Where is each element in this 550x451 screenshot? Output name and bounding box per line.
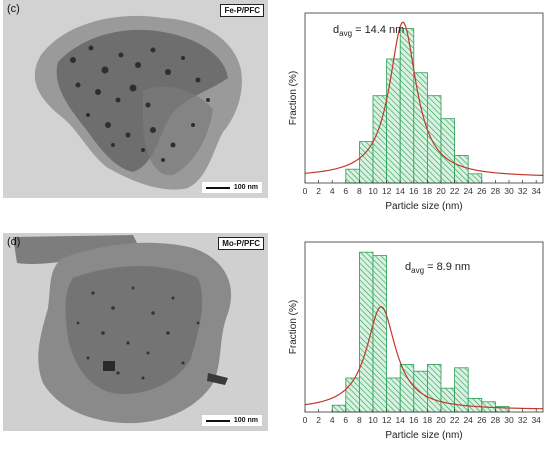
histogram-bar — [331, 404, 347, 413]
panel-letter-c: (c) — [7, 3, 20, 15]
x-tick-label: 16 — [409, 415, 419, 425]
x-tick-label: 14 — [395, 415, 405, 425]
x-tick-label: 10 — [368, 415, 378, 425]
histogram-svg-mo: 0 2 4 6 8 10 12 14 16 18 20 22 24 26 28 30 32 34Particle … — [288, 241, 544, 441]
x-axis-label: Particle size (nm) — [385, 430, 462, 441]
panel-letter-d: (d) — [7, 236, 21, 248]
fit-curve — [304, 305, 544, 410]
histogram-bar — [426, 95, 442, 184]
x-tick-label: 34 — [531, 415, 541, 425]
plot-frame — [304, 12, 544, 184]
x-tick-label: 26 — [477, 186, 487, 196]
histogram-fe: 0 2 4 6 8 10 12 14 16 18 20 22 24 26 28 30 32 34 Particle … — [285, 5, 547, 220]
histogram-bar — [386, 58, 401, 184]
x-tick-label: 0 — [303, 415, 308, 425]
histogram-bar — [426, 363, 442, 413]
histogram-bar — [399, 28, 415, 184]
x-tick-label: 6 — [343, 415, 348, 425]
histogram-svg-fe: 0 2 4 6 8 10 12 14 16 18 20 22 24 26 28 30 32 34Particle … — [288, 12, 544, 212]
scale-bar-mo: 100 nm — [201, 415, 262, 426]
davg-annotation: davg = 8.9 nm — [405, 261, 470, 275]
tem-image-mo: (d) Mo-P/PFC 100 nm — [3, 233, 268, 431]
x-tick-label: 14 — [395, 186, 405, 196]
x-tick-label: 30 — [504, 415, 514, 425]
histogram-mo: 0 2 4 6 8 10 12 14 16 18 20 22 24 26 28 30 32 34 Particle … — [285, 234, 547, 449]
histogram-bar — [345, 377, 360, 413]
x-tick-label: 18 — [423, 415, 433, 425]
x-tick-label: 6 — [343, 186, 348, 196]
x-tick-label: 0 — [303, 186, 308, 196]
x-tick-label: 24 — [463, 415, 473, 425]
x-tick-label: 4 — [330, 186, 335, 196]
scale-bar-label: 100 nm — [233, 417, 258, 424]
x-tick-label: 22 — [450, 415, 460, 425]
scale-bar-fe: 100 nm — [201, 182, 262, 193]
x-tick-label: 12 — [382, 415, 392, 425]
x-tick-label: 2 — [316, 186, 321, 196]
sample-label-mo: Mo-P/PFC — [218, 237, 264, 250]
scale-bar-label: 100 nm — [233, 184, 258, 191]
tem-micrograph-mo — [3, 233, 268, 431]
histogram-bar — [345, 168, 360, 184]
x-tick-label: 30 — [504, 186, 514, 196]
scale-bar-line — [205, 419, 230, 422]
histogram-bar — [386, 377, 401, 413]
x-tick-label: 10 — [368, 186, 378, 196]
scale-bar-line — [205, 186, 230, 189]
nanoparticles-mo — [76, 286, 200, 380]
histogram-bar — [413, 72, 428, 184]
davg-annotation: davg = 14.4 nm — [333, 24, 404, 38]
histogram-bar — [440, 118, 455, 184]
x-tick-label: 32 — [518, 415, 528, 425]
x-tick-label: 32 — [518, 186, 528, 196]
x-tick-label: 8 — [357, 186, 362, 196]
tem-micrograph-fe — [3, 0, 268, 198]
histogram-bar — [413, 370, 428, 413]
x-tick-label: 24 — [463, 186, 473, 196]
x-axis-label: Particle size (nm) — [385, 201, 462, 212]
histogram-bar — [467, 397, 483, 413]
x-tick-label: 34 — [531, 186, 541, 196]
histogram-bar — [467, 173, 483, 184]
x-tick-label: 12 — [382, 186, 392, 196]
x-tick-label: 8 — [357, 415, 362, 425]
x-tick-label: 26 — [477, 415, 487, 425]
x-tick-label: 20 — [436, 186, 446, 196]
fit-curve — [304, 21, 544, 177]
plot-frame — [304, 241, 544, 413]
histogram-bar — [372, 255, 387, 413]
x-tick-label: 18 — [423, 186, 433, 196]
tem-image-fe: (c) Fe-P/PFC 100 nm — [3, 0, 268, 198]
x-tick-label: 20 — [436, 415, 446, 425]
nanoparticles-fe — [70, 45, 210, 162]
x-tick-label: 2 — [316, 415, 321, 425]
histogram-bar — [454, 155, 469, 184]
histogram-bar — [399, 363, 415, 413]
histogram-bar — [359, 141, 374, 184]
y-axis-label: Fraction (%) — [288, 71, 299, 125]
x-tick-label: 28 — [491, 415, 501, 425]
x-tick-label: 22 — [450, 186, 460, 196]
sample-label-fe: Fe-P/PFC — [220, 4, 264, 17]
x-tick-label: 4 — [330, 415, 335, 425]
x-tick-label: 28 — [491, 186, 501, 196]
y-axis-label: Fraction (%) — [288, 300, 299, 354]
histogram-bar — [440, 387, 455, 413]
x-tick-label: 16 — [409, 186, 419, 196]
